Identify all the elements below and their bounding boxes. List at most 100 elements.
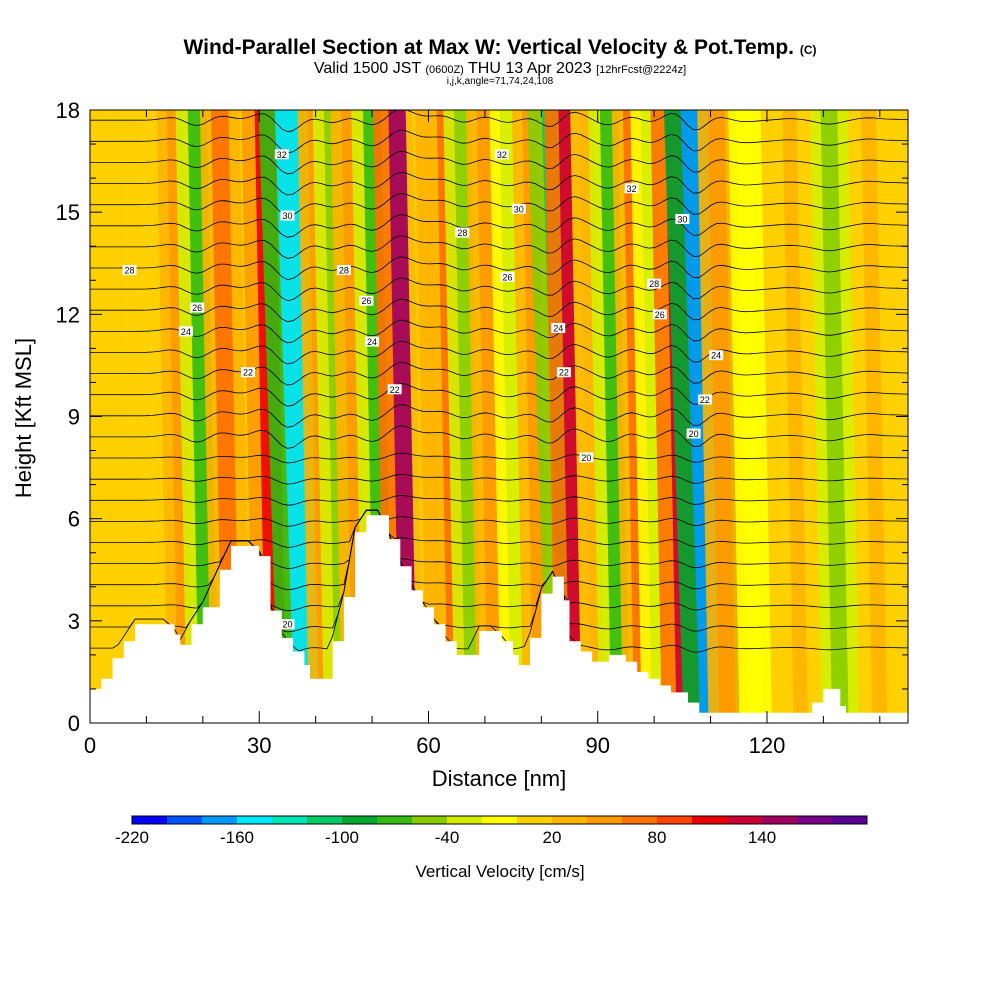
colorbar-swatch — [342, 816, 378, 824]
contour-label: 32 — [497, 150, 507, 160]
colorbar-label: Vertical Velocity [cm/s] — [415, 862, 585, 881]
colorbar-swatch — [132, 816, 168, 824]
contour-label-bg — [647, 278, 662, 289]
theta-contour — [90, 129, 908, 154]
colorbar-swatch — [517, 816, 553, 824]
w-core-26 — [737, 110, 763, 723]
contour-label: 22 — [243, 368, 253, 378]
x-tick-label: 0 — [84, 733, 96, 758]
contour-label: 32 — [627, 184, 637, 194]
colorbar-tick-label: -160 — [220, 828, 254, 847]
theta-contour — [90, 425, 908, 449]
contour-label-bg — [709, 350, 724, 361]
colorbar-swatch — [657, 816, 693, 824]
contour-label-bg — [697, 394, 712, 405]
contour-label-bg — [624, 183, 639, 194]
contour-label-bg — [675, 213, 690, 224]
colorbar-swatch — [727, 816, 763, 824]
x-tick-label: 120 — [749, 733, 786, 758]
contour-label: 28 — [649, 279, 659, 289]
contour-label: 20 — [581, 453, 591, 463]
contour-label-bg — [511, 203, 526, 214]
theta-contour — [90, 150, 908, 175]
colorbar-swatch — [797, 816, 833, 824]
x-axis-label: Distance [nm] — [431, 766, 567, 791]
contour-label: 30 — [514, 204, 524, 214]
theta-contour — [90, 361, 908, 386]
colorbar-tick-label: 20 — [543, 828, 562, 847]
contour-label-bg — [579, 452, 594, 463]
contour-label: 32 — [277, 150, 287, 160]
contour-label: 28 — [457, 228, 467, 238]
contour-label: 26 — [655, 310, 665, 320]
y-tick-label: 15 — [56, 200, 80, 225]
theta-contour — [90, 452, 908, 464]
w-core-27 — [782, 110, 808, 723]
contour-label: 28 — [339, 266, 349, 276]
terrain — [90, 515, 908, 723]
theta-contour — [90, 473, 908, 485]
contour-label: 20 — [282, 620, 292, 630]
contour-label-bg — [387, 384, 402, 395]
colorbar-swatch — [202, 816, 238, 824]
contour-label: 24 — [553, 323, 563, 333]
colorbar-frame — [131, 815, 868, 825]
contour-label-bg — [178, 326, 193, 337]
contour-label: 24 — [711, 351, 721, 361]
colorbar-swatch — [447, 816, 483, 824]
theta-contour — [90, 277, 908, 302]
contour-label-bg — [652, 309, 667, 320]
colorbar-swatch — [377, 816, 413, 824]
colorbar-swatch — [307, 816, 343, 824]
colorbar-tick-label: -100 — [325, 828, 359, 847]
theta-contour — [90, 509, 908, 548]
contour-label-bg — [190, 302, 205, 313]
contour-label-bg — [240, 367, 255, 378]
colorbar: -220 -160 -100 -40 20 80 140 — [115, 815, 868, 847]
plot-area: 32 30 28 26 24 22 20 28 26 24 22 32 30 28 26 24 22 20 32 30… — [90, 110, 908, 723]
chart-title: Wind-Parallel Section at Max W: Vertical… — [183, 36, 817, 59]
contour-label-bg — [500, 271, 515, 282]
contour-label: 30 — [282, 211, 292, 221]
contour-label-bg — [494, 149, 509, 160]
colorbar-tick-label: 80 — [648, 828, 667, 847]
colorbar-swatch — [587, 816, 623, 824]
colorbar-swatch — [272, 816, 308, 824]
contour-label-bg — [280, 619, 295, 630]
contour-label: 26 — [361, 296, 371, 306]
theta-contour — [90, 171, 908, 196]
w-core-14 — [476, 110, 505, 723]
copyright-mark: (C) — [799, 43, 817, 57]
theta-contour — [90, 298, 908, 323]
colorbar-swatch — [552, 816, 588, 824]
theta-contour — [90, 193, 908, 217]
w-core-15 — [499, 110, 527, 723]
theta-contour — [90, 509, 908, 527]
x-tick-label: 30 — [247, 733, 271, 758]
contour-label: 20 — [689, 429, 699, 439]
theta-contour — [90, 509, 908, 569]
w-core-29 — [861, 110, 888, 723]
contour-label: 26 — [192, 303, 202, 313]
w-core-28 — [820, 110, 849, 723]
colorbar-swatch — [167, 816, 203, 824]
colorbar-swatch — [832, 816, 868, 824]
contour-label: 22 — [700, 395, 710, 405]
x-tick-label: 60 — [416, 733, 440, 758]
contour-label: 22 — [559, 368, 569, 378]
contour-label-bg — [280, 210, 295, 221]
theta-contour — [90, 495, 908, 506]
contour-label-bg — [365, 336, 380, 347]
colorbar-swatch — [412, 816, 448, 824]
y-tick-label: 3 — [68, 609, 80, 634]
contour-label: 24 — [181, 327, 191, 337]
colorbar-swatch — [762, 816, 798, 824]
contour-label-bg — [551, 322, 566, 333]
y-tick-label: 6 — [68, 507, 80, 532]
contour-label-bg — [556, 367, 571, 378]
contour-label-bg — [336, 265, 351, 276]
y-tick-label: 9 — [68, 405, 80, 430]
contour-label-bg — [359, 295, 374, 306]
contour-label-bg — [122, 265, 137, 276]
